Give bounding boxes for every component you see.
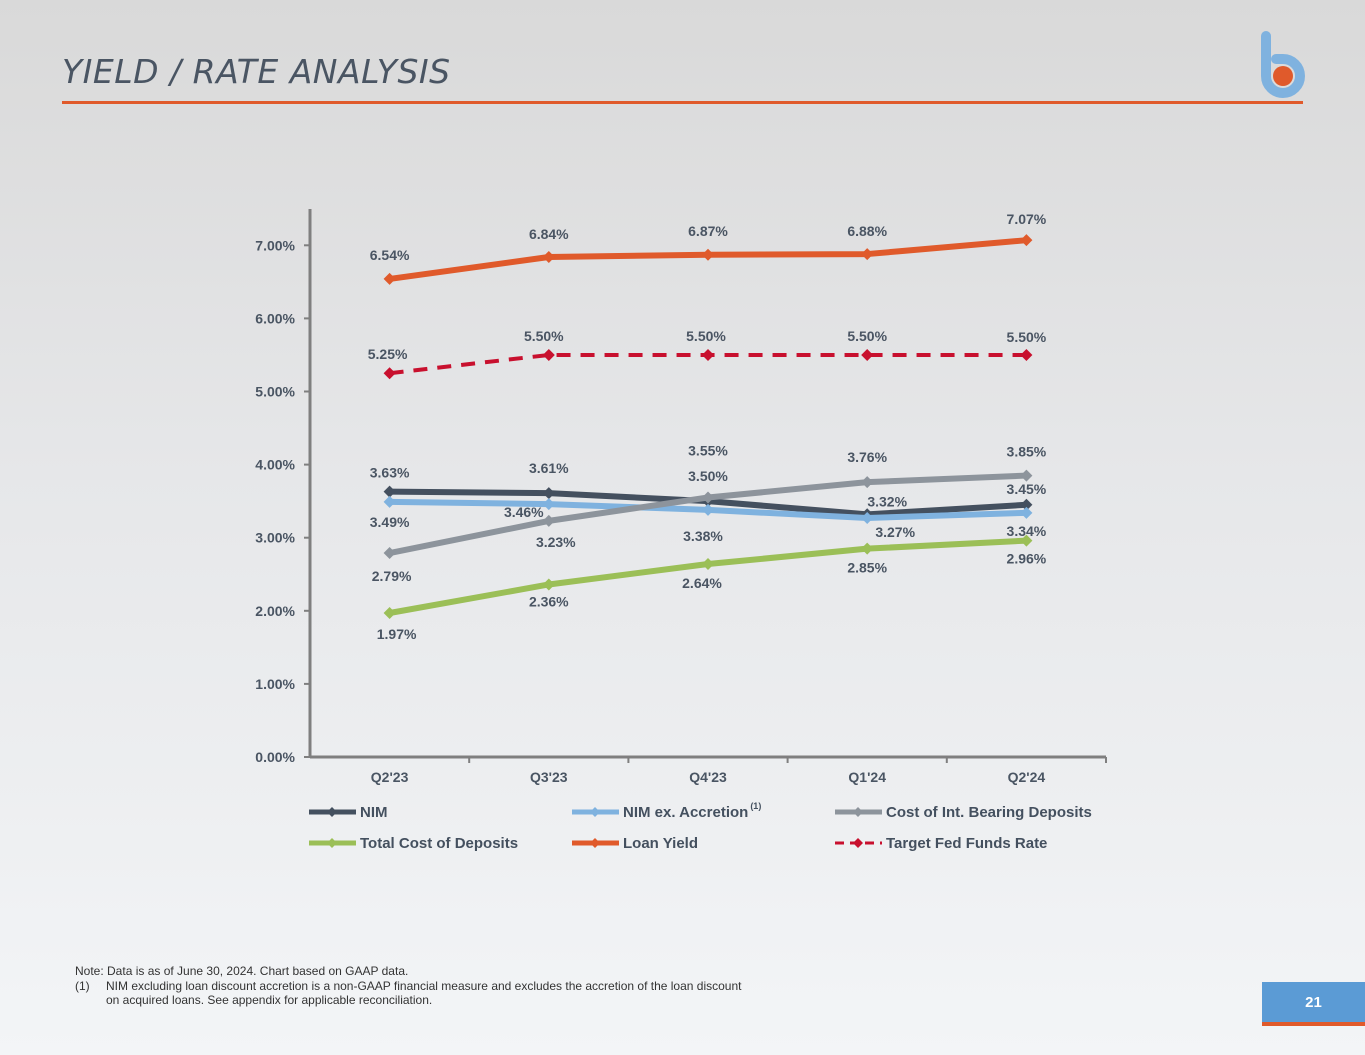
- page-number: 21: [1262, 982, 1365, 1022]
- company-logo: [1261, 31, 1305, 98]
- series-5-data-label-0: 5.25%: [368, 346, 408, 362]
- title-underline: [62, 101, 1303, 104]
- series-2-point-1: [542, 514, 555, 527]
- series-4-data-label-4: 7.07%: [1007, 211, 1047, 227]
- series-5-data-label-1: 5.50%: [524, 328, 564, 344]
- y-tick-label: 2.00%: [255, 603, 295, 619]
- series-2-data-label-3: 3.76%: [847, 449, 887, 465]
- series-4-point-3: [861, 248, 874, 261]
- footnote-text: NIM excluding loan discount accretion is…: [106, 978, 742, 1008]
- series-5-data-label-3: 5.50%: [847, 328, 887, 344]
- series-3-data-label-0: 1.97%: [377, 626, 417, 642]
- series-5-data-label-4: 5.50%: [1007, 329, 1047, 345]
- legend-marker-2: [853, 807, 863, 817]
- legend-label-3: Total Cost of Deposits: [360, 835, 518, 852]
- series-2-point-4: [1020, 469, 1033, 482]
- series-4-point-1: [542, 250, 555, 263]
- legend-marker-3: [327, 838, 337, 848]
- series-5-point-2: [702, 348, 714, 361]
- series-4-data-label-1: 6.84%: [529, 226, 569, 242]
- legend-label-2: Cost of Int. Bearing Deposits: [886, 804, 1092, 821]
- series-0-point-1: [542, 487, 555, 500]
- series-4-data-label-2: 6.87%: [688, 223, 728, 239]
- series-1-data-label-2: 3.38%: [683, 528, 723, 544]
- series-3-data-label-2: 2.64%: [682, 575, 722, 591]
- series-0-data-label-2: 3.50%: [688, 468, 728, 484]
- series-4-point-4: [1020, 234, 1033, 247]
- series-0-point-4: [1020, 498, 1033, 511]
- series-1-data-label-3: 3.27%: [875, 524, 915, 540]
- series-5-data-label-2: 5.50%: [686, 328, 726, 344]
- series-2-data-label-0: 2.79%: [372, 568, 412, 584]
- series-2-point-2: [702, 491, 714, 504]
- series-1-point-4: [1020, 506, 1033, 519]
- x-tick-label: Q1'24: [848, 769, 886, 785]
- series-3-point-1: [542, 578, 555, 591]
- footnote: (1) NIM excluding loan discount accretio…: [75, 979, 756, 1008]
- legend-marker-4: [590, 838, 600, 848]
- series-1-data-label-4: 3.34%: [1007, 523, 1047, 539]
- series-2-data-label-1: 3.23%: [536, 534, 576, 550]
- series-5-point-3: [861, 348, 874, 361]
- y-tick-label: 3.00%: [255, 530, 295, 546]
- y-tick-label: 0.00%: [255, 749, 295, 765]
- legend-marker-5: [853, 838, 863, 848]
- series-1-data-label-0: 3.49%: [370, 514, 410, 530]
- legend-label-5: Target Fed Funds Rate: [886, 835, 1047, 852]
- data-note: Note: Data is as of June 30, 2024. Chart…: [75, 964, 409, 978]
- legend-label-1: NIM ex. Accretion (1): [623, 801, 761, 821]
- series-3-point-2: [702, 558, 714, 571]
- legend-marker-1: [590, 807, 600, 817]
- series-4-point-2: [702, 248, 714, 261]
- series-5-point-4: [1020, 348, 1033, 361]
- y-tick-label: 5.00%: [255, 384, 295, 400]
- series-1-point-0: [383, 495, 396, 508]
- y-tick-label: 4.00%: [255, 457, 295, 473]
- series-2-point-0: [383, 547, 396, 560]
- legend-label-0: NIM: [360, 804, 388, 821]
- legend-marker-0: [327, 807, 337, 817]
- footnotes: Note: Data is as of June 30, 2024. Chart…: [75, 964, 756, 1008]
- series-0-point-0: [383, 485, 396, 498]
- series-2-data-label-4: 3.85%: [1007, 444, 1047, 460]
- series-0-data-label-4: 3.45%: [1007, 481, 1047, 497]
- series-1-data-label-1: 3.46%: [504, 504, 544, 520]
- series-1-point-2: [702, 503, 714, 516]
- series-3-point-4: [1020, 534, 1033, 547]
- series-5-point-1: [542, 348, 555, 361]
- legend-superscript: (1): [750, 801, 761, 811]
- y-tick-label: 6.00%: [255, 310, 295, 326]
- x-tick-label: Q3'23: [530, 769, 568, 785]
- x-tick-label: Q2'24: [1008, 769, 1046, 785]
- series-5-point-0: [383, 367, 396, 380]
- series-3-data-label-3: 2.85%: [847, 560, 887, 576]
- series-0-data-label-3: 3.32%: [867, 493, 907, 509]
- series-2-point-3: [861, 476, 874, 489]
- series-4-data-label-3: 6.88%: [847, 223, 887, 239]
- series-3-point-0: [383, 606, 396, 619]
- series-4-data-label-0: 6.54%: [370, 247, 410, 263]
- series-0-data-label-1: 3.61%: [529, 460, 569, 476]
- y-tick-label: 7.00%: [255, 237, 295, 253]
- series-3-point-3: [861, 542, 874, 555]
- x-tick-label: Q4'23: [689, 769, 727, 785]
- series-2-data-label-2: 3.55%: [688, 442, 728, 458]
- page-title: YIELD / RATE ANALYSIS: [62, 52, 451, 91]
- series-3-data-label-1: 2.36%: [529, 593, 569, 609]
- series-0-data-label-0: 3.63%: [370, 465, 410, 481]
- x-tick-label: Q2'23: [371, 769, 409, 785]
- legend-label-4: Loan Yield: [623, 835, 698, 852]
- y-tick-label: 1.00%: [255, 676, 295, 692]
- series-1-point-3: [861, 511, 874, 524]
- footnote-number: (1): [75, 978, 90, 993]
- series-3-data-label-4: 2.96%: [1007, 551, 1047, 567]
- series-1-point-1: [542, 498, 555, 511]
- series-4-point-0: [383, 272, 396, 285]
